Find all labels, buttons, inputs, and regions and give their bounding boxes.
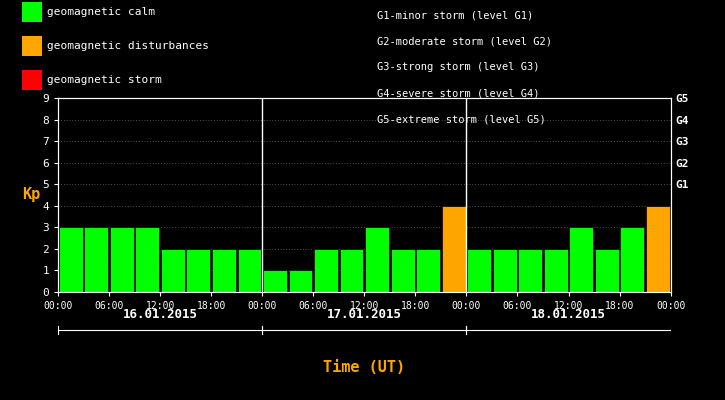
Bar — [621, 227, 645, 292]
Bar — [59, 227, 83, 292]
Text: G5-extreme storm (level G5): G5-extreme storm (level G5) — [377, 114, 546, 124]
Bar — [110, 227, 133, 292]
Bar — [569, 227, 593, 292]
Bar — [314, 249, 338, 292]
Bar — [263, 270, 287, 292]
Bar — [161, 249, 185, 292]
Text: G4-severe storm (level G4): G4-severe storm (level G4) — [377, 88, 539, 98]
Text: 16.01.2015: 16.01.2015 — [123, 308, 198, 320]
Bar — [442, 206, 465, 292]
Text: 18.01.2015: 18.01.2015 — [531, 308, 606, 320]
Text: G1-minor storm (level G1): G1-minor storm (level G1) — [377, 10, 534, 20]
Bar — [84, 227, 108, 292]
Bar — [339, 249, 363, 292]
Text: geomagnetic storm: geomagnetic storm — [47, 75, 162, 85]
Text: geomagnetic disturbances: geomagnetic disturbances — [47, 41, 209, 51]
Bar — [289, 270, 312, 292]
Bar — [646, 206, 670, 292]
Bar — [238, 249, 261, 292]
Bar — [468, 249, 491, 292]
Bar — [365, 227, 389, 292]
Bar — [391, 249, 415, 292]
Text: 17.01.2015: 17.01.2015 — [327, 308, 402, 320]
Bar — [136, 227, 160, 292]
Y-axis label: Kp: Kp — [22, 188, 40, 202]
Bar — [595, 249, 618, 292]
Text: Time (UT): Time (UT) — [323, 360, 405, 376]
Bar — [416, 249, 440, 292]
Bar — [212, 249, 236, 292]
Text: G3-strong storm (level G3): G3-strong storm (level G3) — [377, 62, 539, 72]
Bar — [518, 249, 542, 292]
Bar — [186, 249, 210, 292]
Text: G2-moderate storm (level G2): G2-moderate storm (level G2) — [377, 36, 552, 46]
Text: geomagnetic calm: geomagnetic calm — [47, 7, 155, 17]
Bar — [544, 249, 568, 292]
Bar — [493, 249, 517, 292]
